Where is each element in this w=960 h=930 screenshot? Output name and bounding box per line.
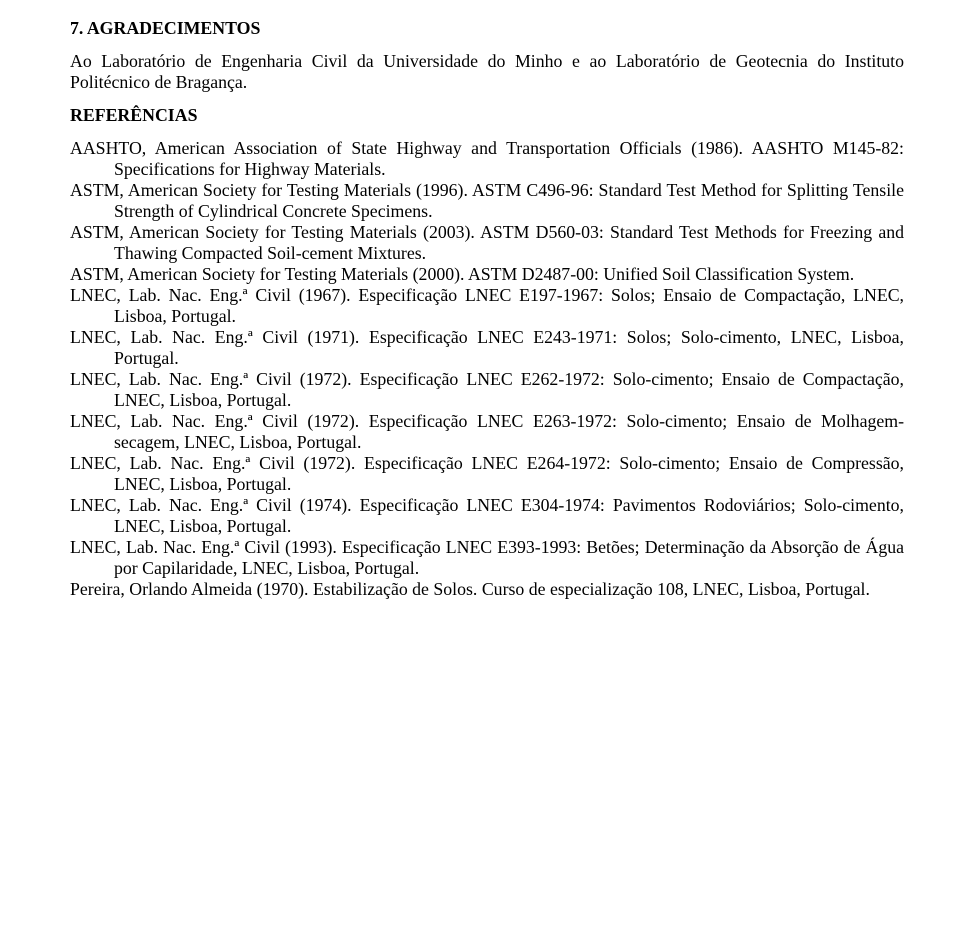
reference-item: LNEC, Lab. Nac. Eng.ª Civil (1972). Espe… — [70, 453, 904, 495]
section-number: 7. — [70, 18, 83, 38]
reference-item: ASTM, American Society for Testing Mater… — [70, 180, 904, 222]
acknowledgements-paragraph: Ao Laboratório de Engenharia Civil da Un… — [70, 51, 904, 93]
reference-item: AASHTO, American Association of State Hi… — [70, 138, 904, 180]
references-heading: REFERÊNCIAS — [70, 105, 904, 126]
section-heading: 7. AGRADECIMENTOS — [70, 18, 904, 39]
reference-item: LNEC, Lab. Nac. Eng.ª Civil (1972). Espe… — [70, 369, 904, 411]
reference-item: LNEC, Lab. Nac. Eng.ª Civil (1972). Espe… — [70, 411, 904, 453]
document-page: 7. AGRADECIMENTOS Ao Laboratório de Enge… — [0, 0, 960, 628]
reference-item: LNEC, Lab. Nac. Eng.ª Civil (1967). Espe… — [70, 285, 904, 327]
section-title: AGRADECIMENTOS — [87, 18, 261, 38]
reference-item: LNEC, Lab. Nac. Eng.ª Civil (1993). Espe… — [70, 537, 904, 579]
references-list: AASHTO, American Association of State Hi… — [70, 138, 904, 600]
reference-item: LNEC, Lab. Nac. Eng.ª Civil (1971). Espe… — [70, 327, 904, 369]
reference-item: Pereira, Orlando Almeida (1970). Estabil… — [70, 579, 904, 600]
reference-item: ASTM, American Society for Testing Mater… — [70, 264, 904, 285]
reference-item: LNEC, Lab. Nac. Eng.ª Civil (1974). Espe… — [70, 495, 904, 537]
reference-item: ASTM, American Society for Testing Mater… — [70, 222, 904, 264]
